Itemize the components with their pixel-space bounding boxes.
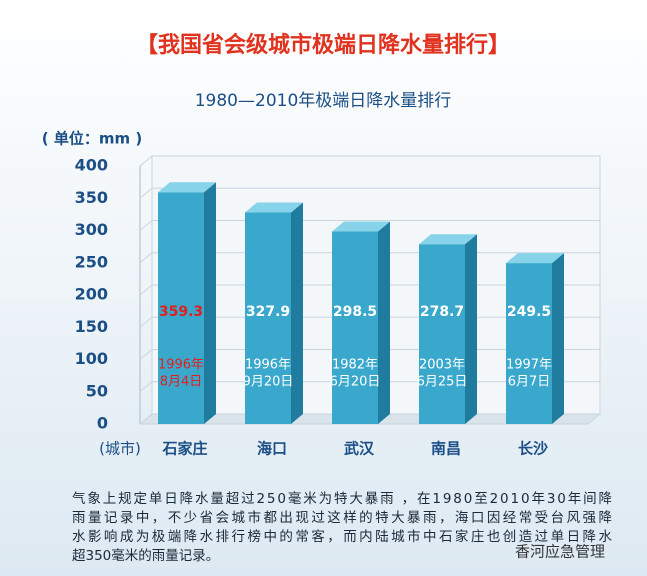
note-line: 超350毫米的雨量记录。 bbox=[72, 547, 219, 564]
bar bbox=[419, 244, 465, 424]
date-label: 9月20日 bbox=[243, 375, 294, 390]
bar-top bbox=[419, 234, 477, 245]
bar bbox=[332, 231, 378, 424]
date-label: 6月20日 bbox=[330, 375, 381, 390]
value-label: 298.5 bbox=[333, 304, 377, 320]
bar bbox=[506, 263, 552, 424]
y-tick-label: 0 bbox=[97, 414, 108, 433]
date-label: 6月25日 bbox=[417, 375, 468, 390]
note: 气象上规定单日降水量超过250毫米为特大暴雨 ，在1980至2010年30年间降… bbox=[72, 490, 613, 564]
y-tick-label: 50 bbox=[86, 381, 108, 400]
x-axis-label: (城市) bbox=[99, 440, 141, 458]
y-tick-label: 300 bbox=[75, 220, 108, 239]
note-line: 气象上规定单日降水量超过250毫米为特大暴雨 ，在1980至2010年30年间降 bbox=[72, 490, 613, 507]
grid-line bbox=[139, 155, 600, 167]
chart-subtitle: 1980—2010年极端日降水量排行 bbox=[195, 91, 452, 111]
date-label: 1996年 bbox=[245, 358, 291, 373]
y-tick-label: 100 bbox=[75, 349, 108, 368]
value-label: 359.3 bbox=[159, 304, 203, 320]
value-label: 278.7 bbox=[420, 304, 464, 320]
x-tick-label: 南昌 bbox=[431, 440, 461, 458]
bar-side bbox=[465, 234, 477, 424]
note-line: 雨量记录中，不少省会城市都出现过这样的特大暴雨，海口因经常受台风强降 bbox=[72, 509, 613, 526]
date-label: 8月4日 bbox=[160, 375, 203, 390]
bar-side bbox=[204, 182, 216, 424]
date-label: 1996年 bbox=[158, 358, 204, 373]
x-tick-label: 海口 bbox=[257, 440, 287, 458]
watermark: 香河应急管理 bbox=[515, 543, 605, 561]
date-label: 1982年 bbox=[332, 358, 378, 373]
y-tick-label: 250 bbox=[75, 252, 108, 271]
date-label: 2003年 bbox=[419, 358, 465, 373]
y-tick-label: 350 bbox=[75, 188, 108, 207]
x-tick-label: 武汉 bbox=[344, 440, 375, 458]
bar-top bbox=[332, 221, 390, 232]
bar bbox=[158, 192, 204, 424]
value-label: 249.5 bbox=[507, 304, 551, 320]
bar-side bbox=[378, 221, 390, 424]
bar-top bbox=[245, 202, 303, 213]
x-tick-label: 石家庄 bbox=[161, 440, 207, 458]
bar-side bbox=[552, 253, 564, 424]
grid-line bbox=[139, 187, 600, 199]
grid-line bbox=[139, 220, 600, 231]
chart-title: 【我国省会级城市极端日降水量排行】 bbox=[136, 32, 510, 58]
x-tick-label: 长沙 bbox=[518, 440, 548, 458]
bar-side bbox=[291, 202, 303, 424]
date-label: 6月7日 bbox=[508, 375, 551, 390]
note-line: 水影响成为极端降水排行榜中的常客，而内陆城市中石家庄也创造过单日降水 bbox=[72, 528, 613, 545]
bar bbox=[245, 212, 291, 424]
y-tick-label: 400 bbox=[75, 156, 108, 175]
y-tick-label: 150 bbox=[75, 317, 108, 336]
y-tick-label: 200 bbox=[75, 285, 108, 304]
date-label: 1997年 bbox=[506, 358, 552, 373]
bar-top bbox=[158, 182, 216, 193]
bar-top bbox=[506, 253, 564, 264]
value-label: 327.9 bbox=[246, 304, 290, 320]
y-axis-label: ( 单位：mm ) bbox=[42, 130, 142, 148]
